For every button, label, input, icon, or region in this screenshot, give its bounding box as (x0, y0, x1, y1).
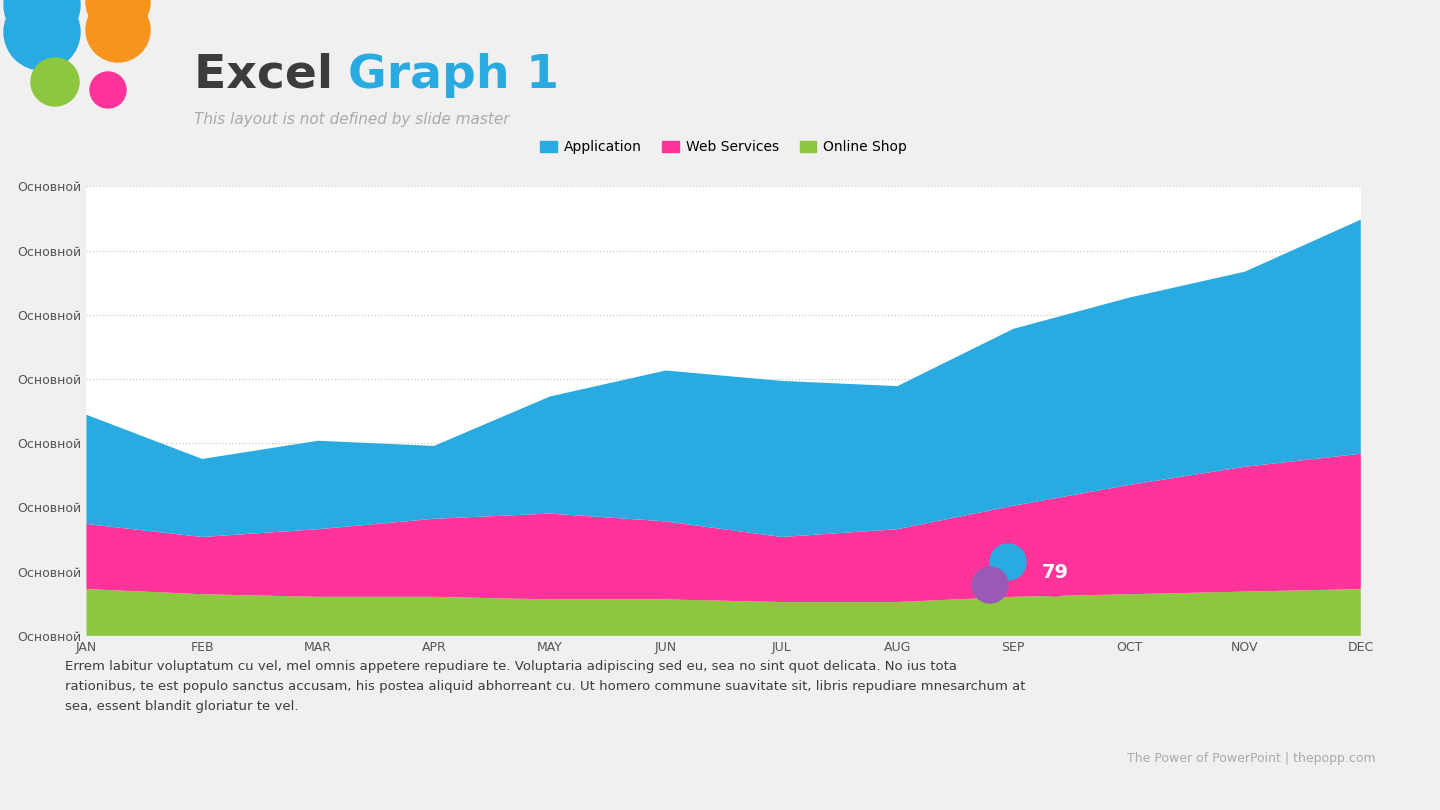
Text: 79: 79 (1041, 562, 1068, 582)
Circle shape (4, 0, 81, 43)
Text: Excel: Excel (194, 53, 350, 98)
Legend: Application, Web Services, Online Shop: Application, Web Services, Online Shop (534, 134, 913, 160)
Circle shape (972, 567, 1008, 603)
Text: Graph 1: Graph 1 (348, 53, 560, 98)
Circle shape (86, 0, 150, 62)
Text: Errem labitur voluptatum cu vel, mel omnis appetere repudiare te. Voluptaria adi: Errem labitur voluptatum cu vel, mel omn… (65, 660, 1025, 713)
Text: This layout is not defined by slide master: This layout is not defined by slide mast… (194, 112, 510, 127)
Circle shape (4, 0, 81, 70)
Circle shape (991, 544, 1025, 580)
Circle shape (32, 58, 79, 106)
Circle shape (86, 0, 150, 34)
Circle shape (89, 72, 127, 108)
Text: The Power of PowerPoint | thepopp.com: The Power of PowerPoint | thepopp.com (1126, 752, 1375, 765)
Circle shape (1031, 548, 1079, 596)
